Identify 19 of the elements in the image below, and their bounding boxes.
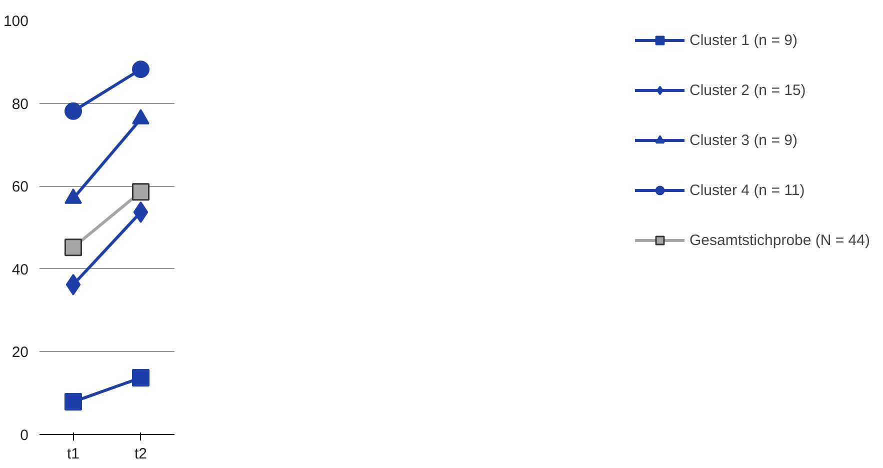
point	[132, 369, 150, 387]
legend-label: Cluster 3 (n = 9)	[690, 132, 798, 148]
y-tick-label: 20	[12, 344, 29, 362]
y-tick-label: 40	[12, 261, 29, 278]
y-tick-label: 80	[12, 96, 29, 113]
legend-label: Cluster 1 (n = 9)	[690, 32, 798, 48]
legend-label: Gesamtstichprobe (N = 44)	[690, 232, 870, 248]
point	[132, 183, 150, 201]
point	[132, 60, 150, 78]
y-tick-label: 0	[20, 427, 28, 444]
legend-label: Cluster 4 (n = 11)	[690, 182, 805, 198]
y-tick-label: 60	[12, 178, 29, 196]
legend-label: Cluster 2 (n = 15)	[690, 82, 806, 98]
point	[64, 393, 82, 411]
y-tick-label: 100	[3, 13, 29, 30]
x-tick-label: t1	[66, 446, 80, 462]
point	[64, 238, 82, 256]
point	[64, 102, 82, 120]
x-tick-label: t2	[134, 446, 148, 462]
